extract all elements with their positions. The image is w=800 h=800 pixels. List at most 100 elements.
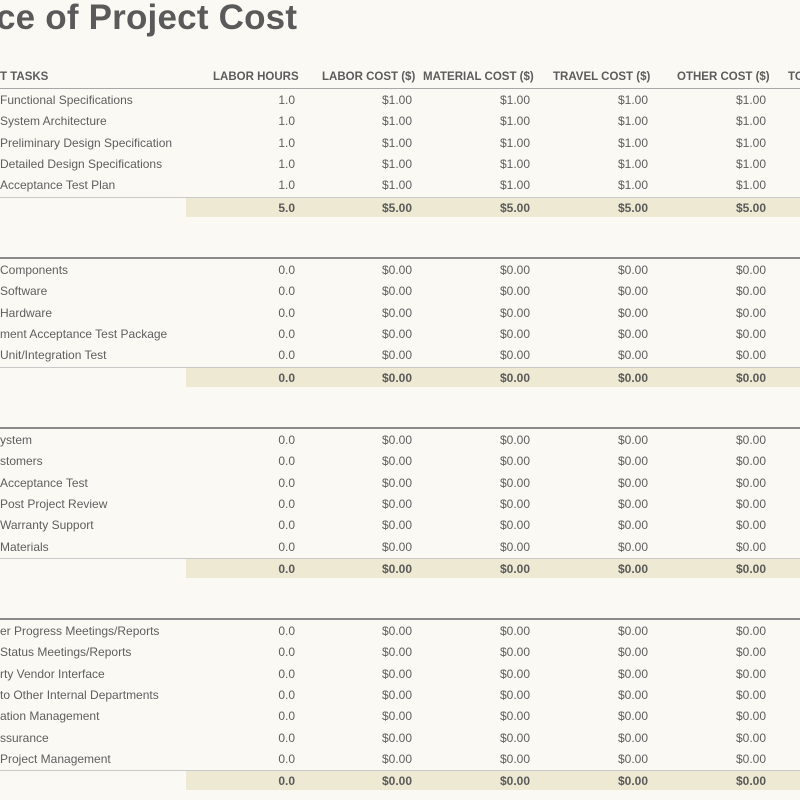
hours-cell[interactable]: 0.0 [278, 326, 295, 341]
material-cell[interactable]: $0.00 [499, 496, 530, 511]
travel-cell[interactable]: $0.00 [617, 751, 648, 766]
hours-cell[interactable]: 0.0 [278, 751, 295, 766]
labor-cell[interactable]: $0.00 [381, 263, 412, 277]
other-cell[interactable]: $1.00 [735, 135, 766, 150]
other-cell[interactable]: $0.00 [735, 518, 766, 533]
total-labor-cell[interactable]: $0.00 [381, 370, 412, 385]
material-cell[interactable]: $0.00 [499, 539, 530, 554]
material-cell[interactable]: $0.00 [499, 326, 530, 341]
travel-cell[interactable]: $0.00 [617, 284, 648, 299]
travel-cell[interactable]: $0.00 [617, 305, 648, 320]
total-material-cell[interactable]: $5.00 [499, 200, 530, 215]
other-cell[interactable]: $0.00 [735, 454, 766, 469]
task-name-cell[interactable]: Software [0, 284, 48, 299]
material-cell[interactable]: $0.00 [499, 709, 530, 724]
other-cell[interactable]: $0.00 [735, 326, 766, 341]
total-material-cell[interactable]: $0.00 [499, 561, 530, 576]
task-name-cell[interactable]: ment Acceptance Test Package [0, 326, 168, 341]
other-cell[interactable]: $0.00 [735, 305, 766, 320]
travel-cell[interactable]: $0.00 [617, 263, 648, 277]
task-name-cell[interactable]: System Architecture [0, 114, 107, 129]
hours-cell[interactable]: 1.0 [278, 93, 295, 107]
hours-cell[interactable]: 0.0 [278, 687, 295, 702]
material-cell[interactable]: $0.00 [499, 687, 530, 702]
labor-cell[interactable]: $0.00 [381, 709, 412, 724]
other-cell[interactable]: $0.00 [735, 666, 766, 681]
labor-cell[interactable]: $0.00 [381, 645, 412, 660]
labor-cell[interactable]: $0.00 [381, 730, 412, 745]
material-cell[interactable]: $0.00 [499, 666, 530, 681]
total-labor-cell[interactable]: $0.00 [381, 774, 412, 789]
task-name-cell[interactable]: to Other Internal Departments [0, 687, 159, 702]
material-cell[interactable]: $0.00 [499, 305, 530, 320]
travel-cell[interactable]: $0.00 [617, 730, 648, 745]
other-cell[interactable]: $1.00 [735, 114, 766, 129]
travel-cell[interactable]: $0.00 [617, 496, 648, 511]
travel-cell[interactable]: $1.00 [617, 178, 648, 193]
task-name-cell[interactable]: Acceptance Test [0, 475, 88, 490]
labor-cell[interactable]: $1.00 [381, 135, 412, 150]
hours-cell[interactable]: 0.0 [278, 348, 295, 363]
other-cell[interactable]: $0.00 [735, 645, 766, 660]
labor-cell[interactable]: $0.00 [381, 326, 412, 341]
total-labor-cell[interactable]: $0.00 [381, 561, 412, 576]
labor-cell[interactable]: $1.00 [381, 156, 412, 171]
labor-cell[interactable]: $0.00 [381, 751, 412, 766]
travel-cell[interactable]: $1.00 [617, 114, 648, 129]
hours-cell[interactable]: 0.0 [278, 284, 295, 299]
task-name-cell[interactable]: Project Management [0, 751, 111, 766]
task-name-cell[interactable]: rty Vendor Interface [0, 666, 105, 681]
labor-cell[interactable]: $0.00 [381, 666, 412, 681]
other-cell[interactable]: $0.00 [735, 709, 766, 724]
labor-cell[interactable]: $1.00 [381, 178, 412, 193]
other-cell[interactable]: $0.00 [735, 496, 766, 511]
travel-cell[interactable]: $0.00 [617, 666, 648, 681]
material-cell[interactable]: $0.00 [499, 751, 530, 766]
hours-cell[interactable]: 0.0 [278, 709, 295, 724]
travel-cell[interactable]: $0.00 [617, 433, 648, 447]
task-name-cell[interactable]: Unit/Integration Test [0, 348, 107, 363]
total-other-cell[interactable]: $0.00 [735, 370, 766, 385]
labor-cell[interactable]: $0.00 [381, 518, 412, 533]
labor-cell[interactable]: $1.00 [381, 93, 412, 107]
total-travel-cell[interactable]: $5.00 [617, 200, 648, 215]
other-cell[interactable]: $0.00 [735, 539, 766, 554]
task-name-cell[interactable]: Post Project Review [0, 496, 108, 511]
material-cell[interactable]: $0.00 [499, 730, 530, 745]
labor-cell[interactable]: $0.00 [381, 454, 412, 469]
labor-cell[interactable]: $0.00 [381, 624, 412, 638]
material-cell[interactable]: $0.00 [499, 348, 530, 363]
material-cell[interactable]: $0.00 [499, 624, 530, 638]
task-name-cell[interactable]: Preliminary Design Specification [0, 135, 173, 150]
travel-cell[interactable]: $0.00 [617, 624, 648, 638]
travel-cell[interactable]: $0.00 [617, 687, 648, 702]
material-cell[interactable]: $1.00 [499, 156, 530, 171]
travel-cell[interactable]: $0.00 [617, 539, 648, 554]
total-hours-cell[interactable]: 5.0 [278, 200, 295, 215]
hours-cell[interactable]: 0.0 [278, 624, 295, 638]
hours-cell[interactable]: 0.0 [278, 539, 295, 554]
material-cell[interactable]: $0.00 [499, 263, 530, 277]
task-name-cell[interactable]: ation Management [0, 709, 100, 724]
total-labor-cell[interactable]: $5.00 [381, 200, 412, 215]
total-travel-cell[interactable]: $0.00 [617, 561, 648, 576]
task-name-cell[interactable]: er Progress Meetings/Reports [0, 624, 160, 638]
other-cell[interactable]: $1.00 [735, 156, 766, 171]
material-cell[interactable]: $0.00 [499, 454, 530, 469]
material-cell[interactable]: $0.00 [499, 433, 530, 447]
task-name-cell[interactable]: Components [0, 263, 69, 277]
total-other-cell[interactable]: $0.00 [735, 561, 766, 576]
material-cell[interactable]: $0.00 [499, 518, 530, 533]
task-name-cell[interactable]: Materials [0, 539, 49, 554]
travel-cell[interactable]: $0.00 [617, 454, 648, 469]
task-name-cell[interactable]: ssurance [0, 730, 49, 745]
hours-cell[interactable]: 1.0 [278, 114, 295, 129]
hours-cell[interactable]: 0.0 [278, 518, 295, 533]
total-hours-cell[interactable]: 0.0 [278, 774, 295, 789]
travel-cell[interactable]: $0.00 [617, 326, 648, 341]
material-cell[interactable]: $1.00 [499, 178, 530, 193]
hours-cell[interactable]: 0.0 [278, 305, 295, 320]
task-name-cell[interactable]: ystem [0, 433, 33, 447]
total-other-cell[interactable]: $0.00 [735, 774, 766, 789]
labor-cell[interactable]: $1.00 [381, 114, 412, 129]
